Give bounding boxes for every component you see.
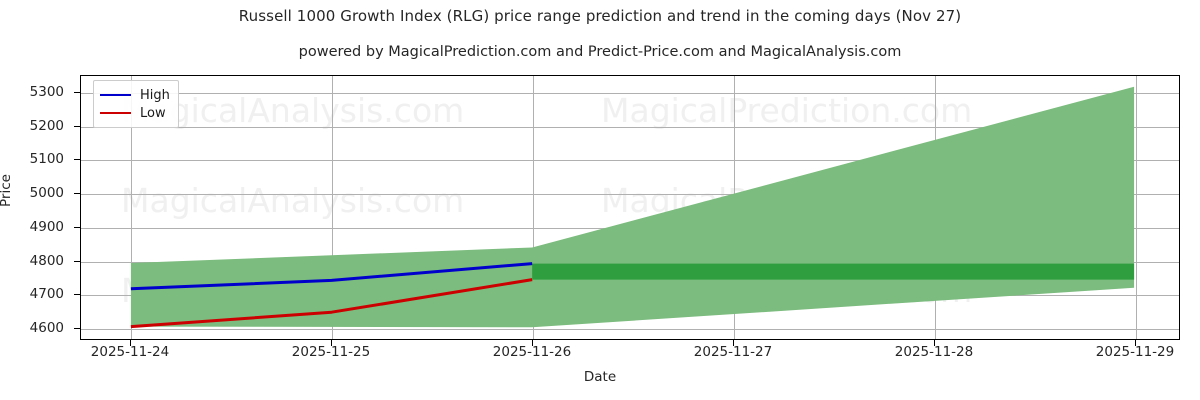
series-layer bbox=[81, 86, 1135, 339]
y-tick-mark bbox=[74, 294, 80, 296]
chart-legend: High Low bbox=[93, 80, 179, 128]
x-tick-mark bbox=[130, 340, 131, 346]
legend-item-low: Low bbox=[100, 104, 170, 122]
x-tick-label: 2025-11-24 bbox=[90, 344, 170, 360]
legend-swatch-low bbox=[100, 112, 131, 114]
chart-subtitle: powered by MagicalPrediction.com and Pre… bbox=[298, 44, 902, 60]
gridline-horizontal bbox=[81, 160, 1179, 162]
y-tick-mark bbox=[74, 260, 80, 262]
y-tick-label: 5200 bbox=[29, 117, 64, 134]
gridline-horizontal bbox=[81, 92, 1179, 94]
y-tick-mark bbox=[74, 226, 80, 228]
y-tick-label: 4800 bbox=[29, 252, 64, 269]
legend-label: High bbox=[140, 87, 170, 103]
x-axis-label: Date bbox=[583, 369, 617, 385]
plot-inner: MagicalAnalysis.com MagicalPrediction.com… bbox=[81, 76, 1179, 339]
gridline-vertical bbox=[131, 76, 132, 339]
x-tick-label: 2025-11-27 bbox=[693, 344, 773, 360]
band-forecast-core-range bbox=[532, 263, 1135, 280]
gridline-horizontal bbox=[81, 194, 1179, 196]
x-tick-label: 2025-11-28 bbox=[894, 344, 974, 360]
x-axis-tick-labels: 2025-11-24 2025-11-25 2025-11-26 2025-11-27… bbox=[0, 344, 1200, 366]
x-tick-mark bbox=[733, 340, 734, 346]
legend-swatch-high bbox=[100, 94, 131, 96]
gridline-horizontal bbox=[81, 329, 1179, 331]
x-tick-label: 2025-11-26 bbox=[492, 344, 572, 360]
y-tick-mark bbox=[74, 125, 80, 127]
y-tick-mark bbox=[74, 328, 80, 330]
legend-label: Low bbox=[140, 105, 166, 121]
x-tick-label: 2025-11-29 bbox=[1095, 344, 1175, 360]
gridline-vertical bbox=[533, 76, 534, 339]
y-tick-mark bbox=[74, 159, 80, 161]
gridline-horizontal bbox=[81, 126, 1179, 128]
y-tick-label: 5100 bbox=[29, 151, 64, 168]
line-series-low bbox=[131, 280, 532, 327]
chart-title: Russell 1000 Growth Index (RLG) price ra… bbox=[238, 7, 962, 25]
legend-item-high: High bbox=[100, 86, 170, 104]
gridline-vertical bbox=[1136, 76, 1137, 339]
x-tick-mark bbox=[1135, 340, 1136, 346]
y-tick-label: 4700 bbox=[29, 286, 64, 303]
x-tick-mark bbox=[532, 340, 533, 346]
gridline-vertical bbox=[332, 76, 333, 339]
y-tick-label: 4600 bbox=[29, 320, 64, 337]
y-axis-tick-labels: 4600 4700 4800 4900 5000 5100 5200 5300 bbox=[0, 75, 74, 340]
plot-area: MagicalAnalysis.com MagicalPrediction.com… bbox=[80, 75, 1180, 340]
y-tick-label: 5300 bbox=[29, 83, 64, 100]
y-tick-label: 4900 bbox=[29, 218, 64, 235]
y-tick-mark bbox=[74, 193, 80, 195]
x-tick-mark bbox=[331, 340, 332, 346]
y-tick-label: 5000 bbox=[29, 185, 64, 202]
band-projected-range bbox=[130, 86, 1135, 328]
x-tick-mark bbox=[934, 340, 935, 346]
y-tick-mark bbox=[74, 91, 80, 93]
line-series-high bbox=[131, 264, 532, 289]
x-tick-label: 2025-11-25 bbox=[291, 344, 371, 360]
